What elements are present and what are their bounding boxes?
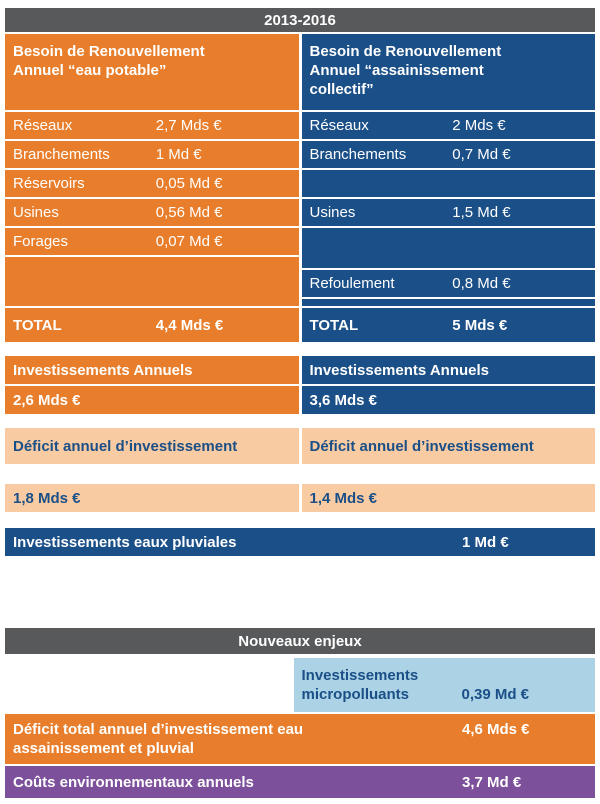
row-value: 1,5 Md €: [452, 204, 511, 221]
deficit-eau-potable: Déficit annuel d’investissement 1,8 Mds …: [5, 428, 299, 512]
deficit-total-value: 4,6 Mds €: [462, 721, 530, 738]
eaux-pluviales-value: 1 Md €: [462, 533, 509, 551]
row-value: 2 Mds €: [452, 117, 506, 134]
table-row-branchements: Branchements 1 Md €: [5, 141, 299, 168]
row-value: 0,7 Md €: [452, 146, 511, 163]
row-label: Branchements: [309, 146, 407, 163]
table-row-reservoirs: Réservoirs 0,05 Md €: [5, 170, 299, 197]
eaux-pluviales-bar: Investissements eaux pluviales 1 Md €: [5, 528, 595, 556]
deficit-total-label: Déficit total annuel d’investissement ea…: [13, 721, 304, 757]
row-label: Usines: [309, 204, 356, 221]
deficit-annuel-section: Déficit annuel d’investissement 1,8 Mds …: [5, 428, 595, 512]
deficit-label: Déficit annuel d’investissement: [5, 428, 299, 464]
micropolluants-value: 0,39 Md €: [461, 686, 530, 703]
row-label: Forages: [13, 233, 69, 250]
table-row-reseaux: Réseaux 2,7 Mds €: [5, 112, 299, 139]
invest-label: Investissements Annuels: [301, 356, 595, 384]
assainissement-title: Besoin de Renouvellement Annuel “assaini…: [301, 34, 595, 110]
spacer: [301, 299, 595, 306]
row-value: 0,07 Md €: [155, 233, 223, 250]
table-row-usines: Usines 1,5 Md €: [301, 199, 595, 226]
total-value: 5 Mds €: [452, 316, 508, 334]
couts-environnementaux-value: 3,7 Md €: [462, 773, 522, 791]
row-value: 0,56 Md €: [155, 204, 223, 221]
invest-label: Investissements Annuels: [5, 356, 299, 384]
row-label: Usines: [13, 204, 59, 221]
table-row-branchements: Branchements 0,7 Md €: [301, 141, 595, 168]
row-label: Réseaux: [13, 117, 73, 134]
invest-assainissement: Investissements Annuels 3,6 Mds €: [301, 356, 595, 414]
micropolluants-section: Investissements micropolluants 0,39 Md €: [5, 658, 595, 712]
invest-value: 3,6 Mds €: [301, 386, 595, 414]
total-label: TOTAL: [13, 316, 62, 334]
total-row: TOTAL 4,4 Mds €: [5, 308, 299, 342]
deficit-total-bar: Déficit total annuel d’investissement ea…: [5, 714, 595, 764]
period-header: 2013-2016: [5, 8, 595, 32]
row-value: 2,7 Mds €: [155, 117, 222, 134]
micropolluants-label: Investissements micropolluants: [301, 667, 419, 703]
eau-potable-title: Besoin de Renouvellement Annuel “eau pot…: [5, 34, 299, 110]
row-value: 0,05 Md €: [155, 175, 223, 192]
nouveaux-enjeux-label: Nouveaux enjeux: [238, 632, 362, 650]
total-label: TOTAL: [309, 316, 359, 334]
table-row-usines: Usines 0,56 Md €: [5, 199, 299, 226]
invest-value: 2,6 Mds €: [5, 386, 299, 414]
row-value: 0,8 Md €: [452, 275, 511, 292]
couts-environnementaux-label: Coûts environnementaux annuels: [13, 773, 254, 791]
row-value: 1 Md €: [155, 146, 202, 163]
row-label: Réservoirs: [13, 175, 85, 192]
table-row-refoulement: Refoulement 0,8 Md €: [301, 270, 595, 297]
total-row: TOTAL 5 Mds €: [301, 308, 595, 342]
renouvellement-tables: Besoin de Renouvellement Annuel “eau pot…: [5, 34, 595, 342]
total-value: 4,4 Mds €: [155, 316, 224, 334]
deficit-assainissement: Déficit annuel d’investissement 1,4 Mds …: [301, 428, 595, 512]
deficit-value: 1,4 Mds €: [301, 484, 595, 512]
table-row-forages: Forages 0,07 Md €: [5, 228, 299, 255]
period-header-label: 2013-2016: [264, 11, 336, 29]
deficit-value: 1,8 Mds €: [5, 484, 299, 512]
row-label: Refoulement: [309, 275, 395, 292]
couts-environnementaux-bar: Coûts environnementaux annuels 3,7 Md €: [5, 766, 595, 798]
eau-potable-table: Besoin de Renouvellement Annuel “eau pot…: [5, 34, 299, 342]
eaux-pluviales-label: Investissements eaux pluviales: [13, 533, 237, 551]
assainissement-table: Besoin de Renouvellement Annuel “assaini…: [301, 34, 595, 342]
micropolluants-box: Investissements micropolluants 0,39 Md €: [293, 658, 595, 712]
spacer: [5, 257, 299, 306]
table-row-reseaux: Réseaux 2 Mds €: [301, 112, 595, 139]
spacer: [301, 170, 595, 197]
row-label: Branchements: [13, 146, 110, 163]
invest-eau-potable: Investissements Annuels 2,6 Mds €: [5, 356, 299, 414]
investissements-annuels-section: Investissements Annuels 2,6 Mds € Invest…: [5, 356, 595, 414]
row-label: Réseaux: [309, 117, 369, 134]
deficit-label: Déficit annuel d’investissement: [301, 428, 595, 464]
nouveaux-enjeux-header: Nouveaux enjeux: [5, 628, 595, 654]
spacer: [301, 228, 595, 268]
spacer: [5, 658, 291, 712]
